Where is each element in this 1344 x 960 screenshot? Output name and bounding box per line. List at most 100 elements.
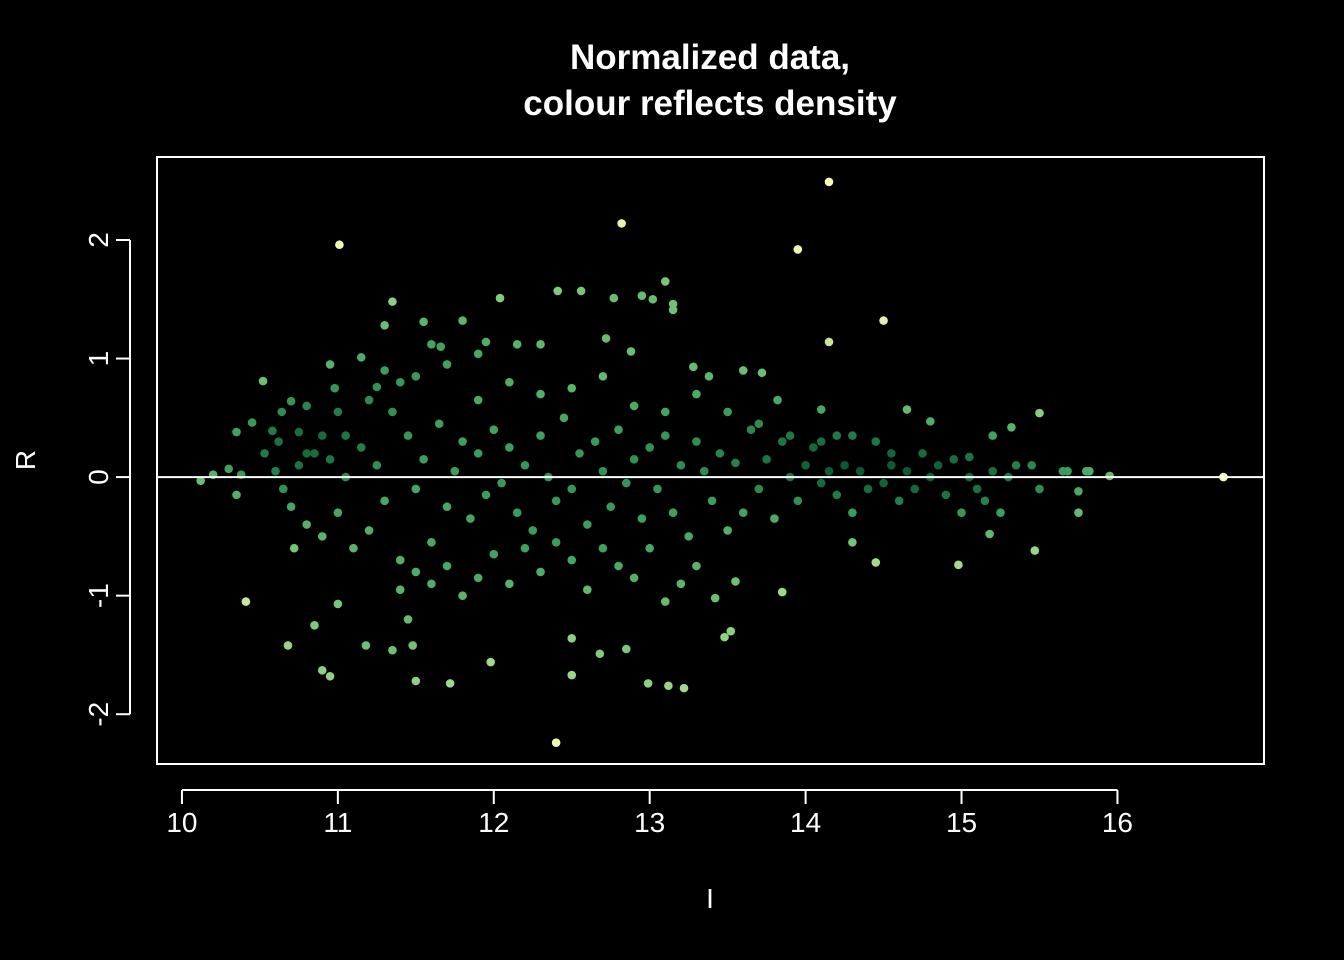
data-point <box>302 449 311 458</box>
data-point <box>957 508 966 517</box>
data-point <box>356 443 366 452</box>
data-point <box>536 567 545 577</box>
data-point <box>622 644 631 654</box>
data-point <box>590 437 600 446</box>
data-point <box>458 591 467 600</box>
data-point <box>241 597 251 606</box>
data-point <box>816 437 826 446</box>
data-point <box>988 431 998 440</box>
data-point <box>848 431 857 440</box>
plot-frame <box>156 156 1265 765</box>
data-point <box>648 294 658 304</box>
data-point <box>330 383 340 393</box>
data-point <box>601 334 611 343</box>
data-point <box>668 305 678 315</box>
data-point <box>559 413 569 423</box>
data-point <box>380 366 389 375</box>
data-point <box>598 466 608 476</box>
data-point <box>637 291 647 301</box>
data-point <box>512 508 522 517</box>
data-point <box>738 508 748 517</box>
data-point <box>411 484 421 494</box>
data-point <box>364 395 374 405</box>
data-point <box>442 360 452 369</box>
data-point <box>746 425 756 434</box>
data-point <box>403 615 413 624</box>
data-point <box>668 508 678 517</box>
data-point <box>887 449 896 458</box>
data-point <box>458 316 467 325</box>
data-point <box>699 466 709 476</box>
data-point <box>754 484 764 494</box>
data-point <box>427 340 436 349</box>
data-point <box>567 383 577 393</box>
data-point <box>801 460 810 470</box>
data-point <box>286 502 296 512</box>
data-point <box>372 460 382 470</box>
data-point <box>551 496 561 506</box>
data-point <box>840 460 849 470</box>
data-point <box>411 676 421 686</box>
data-point <box>271 466 280 476</box>
data-point <box>434 419 444 429</box>
data-point <box>473 395 483 405</box>
data-point <box>626 347 636 356</box>
data-point <box>954 560 963 570</box>
data-point <box>473 573 483 583</box>
data-point <box>629 455 639 464</box>
data-point <box>609 293 619 303</box>
data-point <box>824 337 834 347</box>
data-point <box>408 641 418 650</box>
chart-subtitle: colour reflects density <box>523 84 897 123</box>
data-point <box>684 532 693 541</box>
data-point <box>614 425 623 434</box>
x-axis-label: I <box>706 883 714 914</box>
data-point <box>567 670 577 680</box>
data-point <box>887 460 896 470</box>
data-point <box>988 466 998 476</box>
data-point <box>575 449 584 458</box>
x-tick-label: 15 <box>946 807 977 838</box>
data-point <box>317 532 327 541</box>
data-point <box>879 478 888 488</box>
data-point <box>486 657 495 667</box>
data-point <box>528 526 538 535</box>
data-point <box>1035 484 1044 494</box>
data-point <box>458 437 467 446</box>
data-point <box>645 543 654 553</box>
data-point <box>325 455 335 464</box>
data-point <box>689 362 698 372</box>
data-point <box>723 526 732 535</box>
data-point <box>372 382 382 392</box>
data-point <box>770 514 779 523</box>
data-point <box>286 396 296 406</box>
data-point <box>481 337 491 347</box>
data-point <box>289 543 299 553</box>
data-point <box>879 316 888 325</box>
data-point <box>793 245 803 254</box>
data-point <box>481 490 491 500</box>
data-point <box>832 490 842 500</box>
data-point <box>411 567 421 577</box>
data-point <box>349 543 358 553</box>
data-point <box>757 368 767 378</box>
data-point <box>731 458 740 468</box>
data-point <box>637 514 647 523</box>
data-point <box>726 626 736 636</box>
data-point <box>283 641 293 650</box>
data-point <box>310 449 319 458</box>
data-point <box>653 484 662 494</box>
x-tick-label: 16 <box>1102 807 1133 838</box>
data-point <box>278 484 288 494</box>
chart-title: Normalized data, <box>570 38 850 77</box>
data-point <box>325 671 335 681</box>
data-point <box>442 502 452 512</box>
x-tick-label: 10 <box>166 807 197 838</box>
data-point <box>972 484 982 494</box>
data-point <box>505 579 514 589</box>
data-point <box>824 466 834 476</box>
data-point <box>1081 466 1091 476</box>
data-point <box>1058 466 1068 476</box>
data-point <box>707 496 717 506</box>
data-point <box>302 401 311 411</box>
